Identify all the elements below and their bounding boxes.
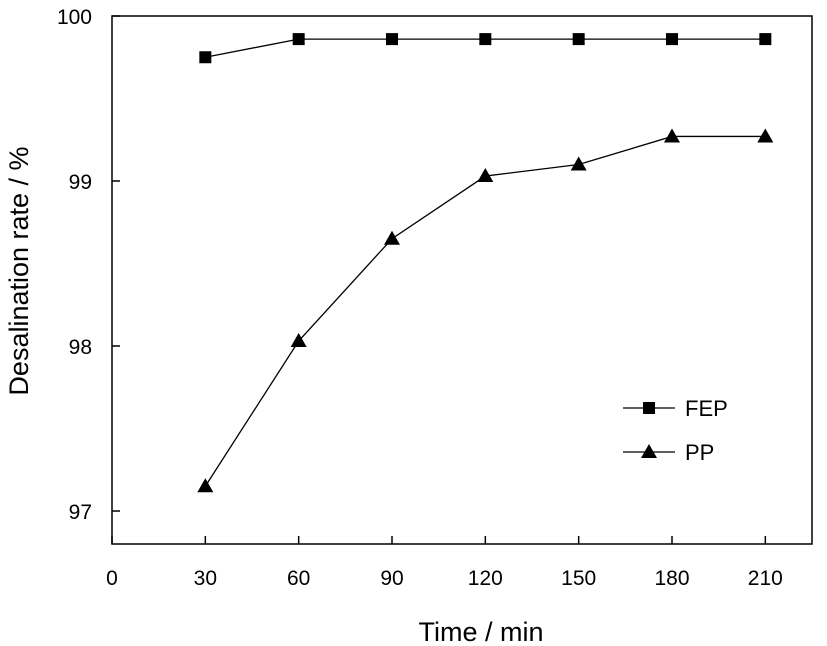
x-tick-label: 210 (748, 567, 783, 590)
series-layer (197, 33, 774, 493)
x-tick-label: 150 (561, 567, 596, 590)
legend-label-pp: PP (685, 440, 714, 465)
data-point-fep (479, 33, 492, 46)
series-line-pp (204, 135, 766, 487)
x-tick-label: 60 (287, 567, 310, 590)
x-tick-label: 0 (106, 567, 118, 590)
series-fep (199, 33, 772, 64)
x-tick-label: 90 (380, 567, 403, 590)
y-tick-label: 97 (69, 501, 92, 524)
data-point-fep (666, 33, 678, 46)
data-point-pp (664, 128, 680, 143)
legend: FEP PP (623, 396, 728, 465)
y-axis-title: Desalination rate / % (4, 146, 34, 395)
y-tick-label: 99 (69, 171, 92, 194)
x-tick-label: 180 (654, 567, 689, 590)
x-axis-ticks: 0 30 60 90 120 150 180 210 (106, 536, 783, 590)
series-pp (197, 128, 774, 493)
plot-frame (111, 15, 813, 545)
legend-item-fep: FEP (623, 396, 728, 421)
x-axis-title: Time / min (418, 617, 543, 646)
data-point-pp (757, 128, 774, 143)
y-axis-ticks: 97 98 99 100 (57, 6, 120, 524)
data-point-fep (292, 33, 305, 46)
y-tick-label: 100 (57, 6, 92, 29)
data-point-fep (199, 51, 212, 64)
data-point-pp (197, 478, 214, 493)
data-point-pp (570, 156, 587, 171)
data-point-pp (384, 230, 400, 245)
data-point-fep (572, 33, 585, 46)
y-tick-label: 98 (69, 336, 92, 359)
data-point-fep (386, 33, 398, 46)
legend-item-pp: PP (623, 440, 714, 465)
legend-marker-fep (643, 402, 655, 414)
x-tick-label: 120 (468, 567, 503, 590)
data-point-pp (477, 168, 494, 183)
data-point-pp (290, 333, 307, 348)
x-tick-label: 30 (194, 567, 217, 590)
legend-label-fep: FEP (685, 396, 728, 421)
data-point-fep (759, 33, 772, 46)
legend-marker-pp (641, 444, 657, 458)
